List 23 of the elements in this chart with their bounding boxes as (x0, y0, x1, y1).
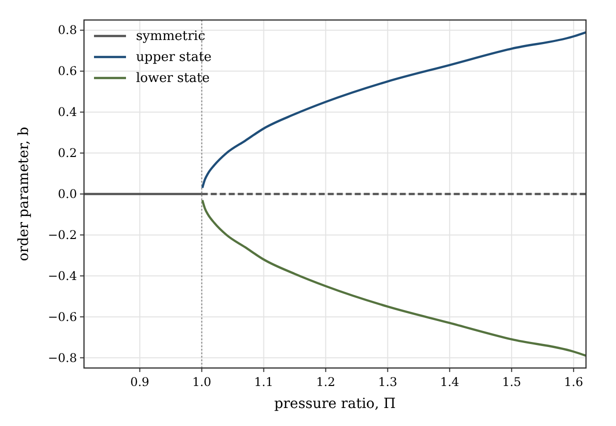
y-tick-label: −0.2 (48, 228, 77, 242)
line-series (201, 199, 588, 357)
y-tick-label: 0.4 (58, 105, 78, 120)
legend-label: lower state (136, 71, 210, 86)
x-tick-label: 1.6 (564, 375, 584, 389)
y-tick-label: 0.8 (58, 23, 77, 38)
y-tick-label: −0.4 (48, 268, 78, 283)
y-axis-title: order parameter, b (16, 126, 32, 262)
x-tick-label: 1.3 (378, 375, 398, 389)
x-tick-label: 1.5 (502, 375, 522, 389)
x-tick-label: 1.0 (192, 375, 212, 389)
y-tick-label: 0.6 (58, 64, 77, 78)
x-tick-label: 1.1 (254, 375, 274, 389)
legend-label: symmetric (136, 29, 206, 44)
x-tick-label: 1.4 (440, 375, 460, 389)
y-tick-label: −0.6 (48, 310, 77, 324)
y-tick-label: −0.8 (48, 350, 77, 365)
y-tick-label: 0.2 (58, 146, 77, 160)
x-tick-label: 1.2 (316, 375, 336, 389)
x-tick-label: 0.9 (130, 375, 150, 389)
legend-label: upper state (136, 50, 212, 65)
x-axis-title: pressure ratio, Π (274, 396, 396, 412)
y-tick-label: 0.0 (58, 187, 77, 201)
